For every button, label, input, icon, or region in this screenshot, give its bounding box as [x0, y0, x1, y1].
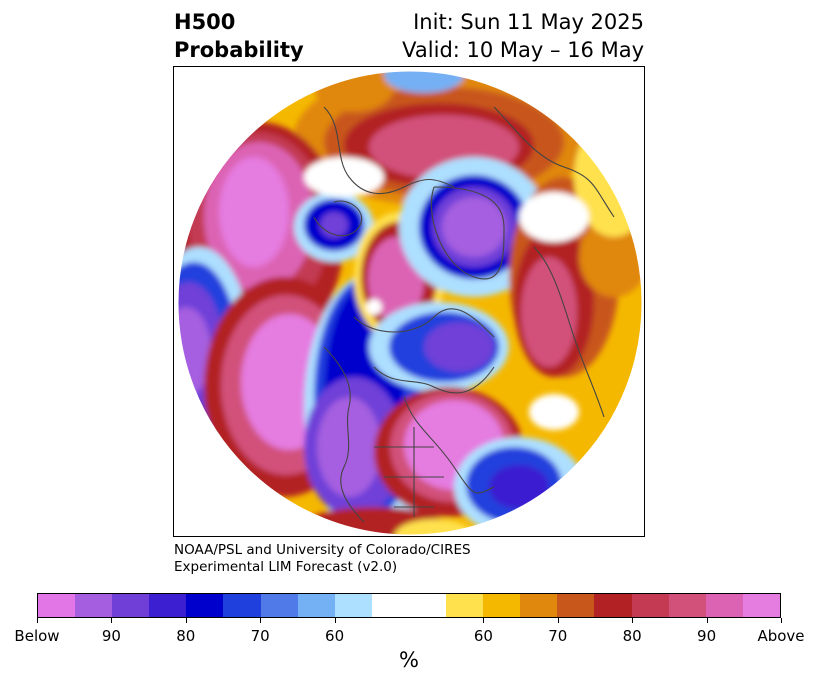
colorbar-segment [223, 594, 261, 617]
colorbar-unit-label: % [399, 648, 419, 672]
colorbar-segment [742, 594, 780, 617]
colorbar-segment [38, 594, 76, 617]
coastlines [313, 106, 615, 523]
colorbar-tick-mark [111, 618, 113, 623]
colorbar-segment [371, 594, 409, 617]
colorbar-tick-label: 60 [473, 627, 493, 645]
map-title: H500 Probability [174, 8, 304, 64]
colorbar-segment [705, 594, 743, 617]
colorbar-segment [446, 594, 484, 617]
colorbar-tick-label: 90 [697, 627, 717, 645]
colorbar-segment [668, 594, 706, 617]
polar-map [173, 66, 645, 537]
colorbar-segment [297, 594, 335, 617]
colorbar-tick-label: 70 [250, 627, 270, 645]
credit-line-2: Experimental LIM Forecast (v2.0) [174, 559, 398, 575]
colorbar-tick-mark [185, 618, 187, 623]
colorbar-tick-label: 80 [622, 627, 642, 645]
colorbar-segment [483, 594, 521, 617]
colorbar-segment [149, 594, 187, 617]
colorbar-tick-mark [260, 618, 262, 623]
colorbar-tick-mark [483, 618, 485, 623]
colorbar-tick-label: Below [14, 627, 60, 645]
probability-map-svg [177, 70, 643, 536]
colorbar-tick-mark [334, 618, 336, 623]
colorbar-tick-label: 60 [325, 627, 345, 645]
colorbar-segment [75, 594, 113, 617]
forecast-dates: Init: Sun 11 May 2025 Valid: 10 May – 16… [402, 8, 644, 64]
colorbar-segment [260, 594, 298, 617]
colorbar-segment [334, 594, 372, 617]
colorbar-segment [112, 594, 150, 617]
title-type: Probability [174, 38, 304, 62]
title-variable: H500 [174, 10, 236, 34]
colorbar-segment [594, 594, 632, 617]
colorbar-tick-mark [632, 618, 634, 623]
colorbar-tick-mark [37, 618, 38, 623]
colorbar-tick-label: 90 [101, 627, 121, 645]
colorbar-segment [557, 594, 595, 617]
colorbar-tick-mark [706, 618, 708, 623]
colorbar-segment [408, 594, 447, 617]
colorbar [37, 593, 781, 618]
colorbar-tick-label: 70 [548, 627, 568, 645]
colorbar-tick-label: 80 [176, 627, 196, 645]
colorbar-tick-label: Above [757, 627, 805, 645]
credit-line-1: NOAA/PSL and University of Colorado/CIRE… [174, 542, 471, 558]
valid-range: Valid: 10 May – 16 May [402, 38, 644, 62]
colorbar-segment [186, 594, 224, 617]
colorbar-tick-mark [557, 618, 559, 623]
colorbar-segment [631, 594, 669, 617]
colorbar-segment [520, 594, 558, 617]
credit-text: NOAA/PSL and University of Colorado/CIRE… [174, 542, 471, 576]
init-date: Init: Sun 11 May 2025 [413, 10, 644, 34]
colorbar-tick-mark [781, 618, 782, 623]
